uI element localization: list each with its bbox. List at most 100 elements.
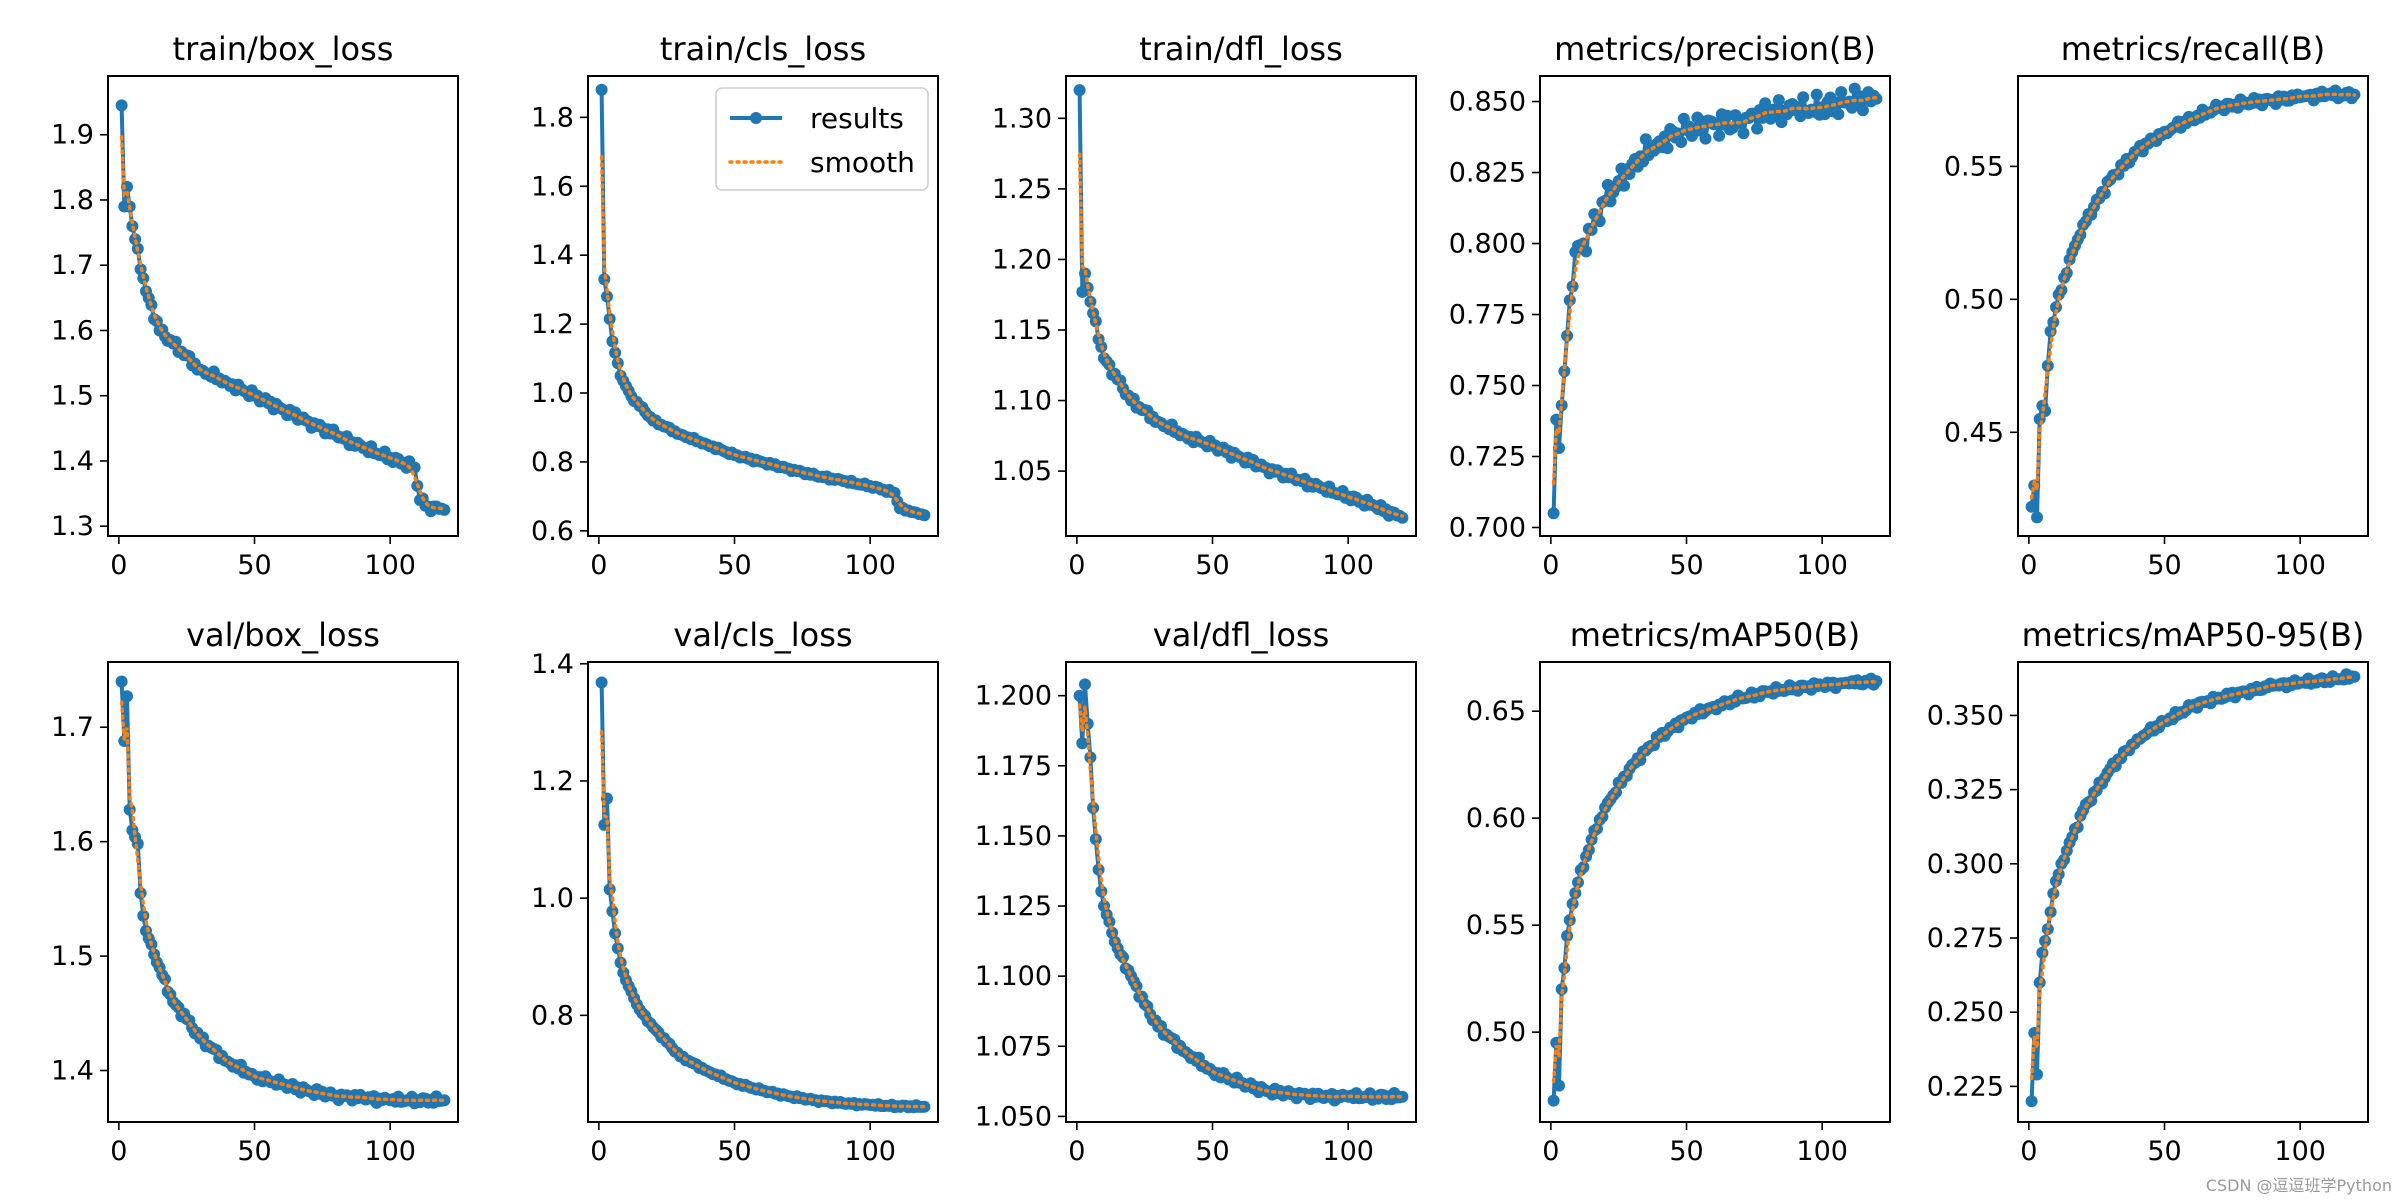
x-tick-label: 100 [1322, 550, 1374, 581]
subplot-train-box-loss: train/box_loss 0 50 100 1.3 1.4 1.5 1.6 1.7 1.8 1.… [51, 30, 459, 581]
results-point [1396, 511, 1409, 524]
y-tick-label: 1.10 [992, 386, 1052, 417]
axes-frame [1065, 661, 1417, 1123]
axes-frame [2017, 75, 2369, 537]
results-point [1561, 329, 1574, 342]
x-tick-label: 100 [1796, 1136, 1848, 1167]
x-tick-label: 0 [590, 1136, 607, 1167]
y-tick-label: 0.55 [1466, 910, 1526, 941]
y-tick-label: 0.850 [1449, 87, 1526, 118]
results-point [1751, 122, 1764, 135]
y-tick-label: 1.25 [992, 174, 1052, 205]
results-point [2112, 168, 2125, 181]
legend: results smooth [715, 87, 929, 191]
subplot-metrics-map50-95-b: metrics/mAP50-95(B) 0 50 100 0.225 0.250 0.275… [1927, 616, 2369, 1167]
results-point [1699, 132, 1712, 145]
subplot-title: metrics/mAP50(B) [1570, 616, 1861, 654]
y-tick-label: 0.8 [531, 447, 574, 478]
results-line [599, 682, 925, 1110]
y-tick-label: 1.4 [51, 446, 94, 477]
y-tick-label: 1.050 [975, 1101, 1052, 1132]
y-tick-label: 1.8 [51, 185, 94, 216]
subplot-title: metrics/precision(B) [1554, 30, 1876, 68]
results-point [1076, 737, 1089, 750]
axes-frame [107, 75, 459, 537]
x-tick-label: 0 [2020, 1136, 2037, 1167]
x-tick-label: 50 [237, 1136, 271, 1167]
x-tick-label: 0 [1542, 550, 1559, 581]
results-point [1737, 127, 1750, 140]
results-point [1772, 94, 1785, 107]
results-point [1797, 91, 1810, 104]
x-tick-label: 100 [844, 550, 896, 581]
smooth-line [2029, 92, 2357, 500]
smooth-line [119, 700, 447, 1103]
smooth-line [599, 155, 927, 517]
results-line [2029, 672, 2355, 1102]
results-point [1832, 108, 1845, 121]
y-tick-label: 0.700 [1449, 512, 1526, 543]
results-point [1759, 97, 1772, 110]
results-point [1396, 1090, 1409, 1103]
results-point [1618, 179, 1631, 192]
subplot-val-cls-loss: val/cls_loss 0 50 100 0.8 1.0 1.2 1.4 [531, 616, 939, 1167]
axes-frame [1539, 661, 1891, 1123]
y-tick-label: 1.0 [531, 378, 574, 409]
subplot-metrics-map50-b: metrics/mAP50(B) 0 50 100 0.50 0.55 0.60 0.65 [1466, 616, 1891, 1167]
y-tick-label: 0.6 [531, 516, 574, 547]
results-point [2031, 1068, 2043, 1081]
results-point [2036, 946, 2049, 959]
y-tick-label: 1.150 [975, 821, 1052, 852]
smooth-line [1551, 96, 1879, 486]
y-tick-label: 0.50 [1944, 284, 2004, 315]
results-point [1835, 86, 1848, 99]
y-tick-label: 0.750 [1449, 371, 1526, 402]
results-line [1551, 676, 1878, 1101]
y-tick-label: 1.6 [51, 315, 94, 346]
x-tick-label: 100 [1322, 1136, 1374, 1167]
axes-frame [2017, 661, 2369, 1123]
results-point [129, 233, 142, 246]
results-point [595, 676, 608, 689]
results-point [2348, 670, 2361, 683]
smooth-line [1551, 679, 1879, 1083]
subplot-metrics-precision-b: metrics/precision(B) 0 50 100 0.700 0.725 0.75… [1449, 30, 1891, 581]
y-tick-label: 0.45 [1944, 417, 2004, 448]
subplot-title: train/cls_loss [660, 30, 866, 68]
results-point [1084, 751, 1097, 764]
smooth-line [1077, 152, 1405, 518]
y-tick-label: 1.200 [975, 681, 1052, 712]
y-tick-label: 0.50 [1466, 1017, 1526, 1048]
results-point [438, 1094, 451, 1107]
subplot-val-dfl-loss: val/dfl_loss 0 50 100 1.050 1.075 1.100 1.125 1.… [975, 616, 1417, 1167]
subplot-title: val/cls_loss [673, 616, 852, 654]
x-tick-label: 50 [717, 1136, 751, 1167]
y-tick-label: 1.0 [531, 883, 574, 914]
results-point [1073, 689, 1086, 702]
y-tick-label: 0.350 [1927, 700, 2004, 731]
y-tick-label: 1.3 [51, 511, 94, 542]
y-tick-label: 1.075 [975, 1031, 1052, 1062]
axes-frame [1539, 75, 1891, 537]
y-tick-label: 1.7 [51, 250, 94, 281]
x-tick-label: 100 [2274, 550, 2326, 581]
x-tick-label: 0 [110, 1136, 127, 1167]
y-tick-label: 0.775 [1449, 300, 1526, 331]
subplot-title: train/box_loss [173, 30, 394, 68]
legend-results-marker [750, 112, 762, 124]
y-tick-label: 0.300 [1927, 849, 2004, 880]
smooth-line [1077, 703, 1405, 1099]
x-tick-label: 50 [1195, 550, 1229, 581]
x-tick-label: 100 [1796, 550, 1848, 581]
y-tick-label: 1.5 [51, 941, 94, 972]
y-tick-label: 1.20 [992, 244, 1052, 275]
y-tick-label: 0.250 [1927, 997, 2004, 1028]
x-tick-label: 50 [1669, 1136, 1703, 1167]
y-tick-label: 1.125 [975, 891, 1052, 922]
axes-frame [587, 661, 939, 1123]
results-point [1856, 104, 1869, 117]
x-tick-label: 0 [110, 550, 127, 581]
results-point [2025, 500, 2038, 513]
y-tick-label: 1.175 [975, 751, 1052, 782]
y-tick-label: 1.6 [51, 827, 94, 858]
